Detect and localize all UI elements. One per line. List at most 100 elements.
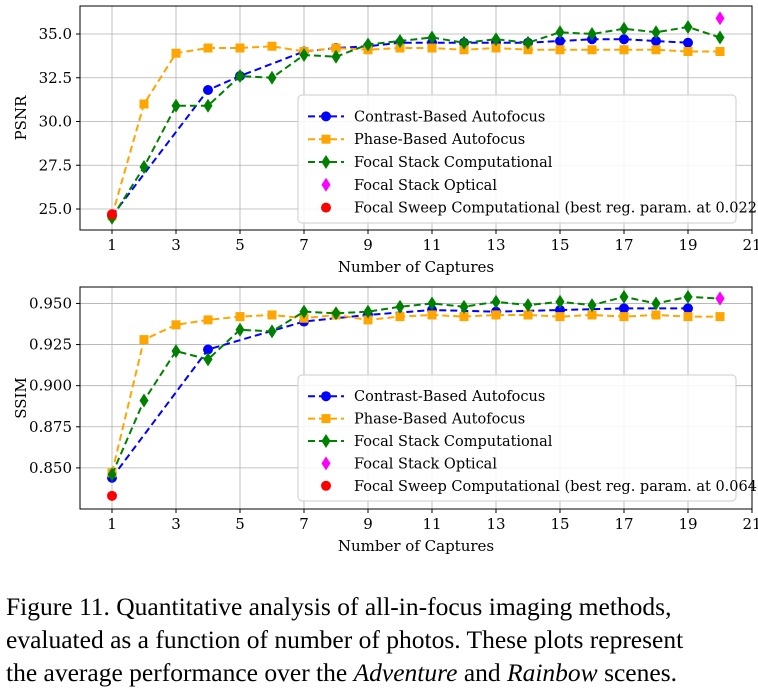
data-point (651, 296, 661, 311)
data-point (139, 335, 149, 345)
data-point (235, 312, 245, 322)
y-tick-label: 27.5 (39, 156, 72, 174)
legend-box (297, 374, 737, 502)
data-point (203, 315, 213, 325)
series-focal-stack-computational (107, 289, 725, 482)
data-point (203, 344, 213, 355)
data-point (491, 43, 501, 53)
data-point (651, 310, 661, 320)
series-line (111, 25, 721, 219)
data-point (171, 98, 181, 113)
series-line (111, 38, 689, 217)
legend-entry: Focal Sweep Computational (best reg. par… (354, 201, 758, 217)
y-tick-label: 35.0 (39, 25, 72, 43)
x-tick-label: 5 (235, 515, 245, 533)
y-tick-label: 32.5 (39, 69, 72, 87)
data-point (683, 20, 693, 34)
legend-entry: Phase-Based Autofocus (354, 412, 525, 428)
data-point (395, 312, 405, 322)
x-tick-label: 5 (235, 236, 245, 254)
legend-entry: Focal Stack Computational (354, 434, 553, 450)
legend-entry: Focal Stack Computational (354, 155, 553, 171)
data-point (651, 36, 661, 46)
data-point (267, 70, 277, 85)
x-tick-label: 11 (422, 515, 441, 533)
data-point (235, 322, 245, 337)
data-point (619, 34, 629, 45)
legend-marker (321, 391, 331, 402)
legend-entry: Contrast-Based Autofocus (354, 109, 545, 125)
x-tick-label: 21 (742, 515, 758, 533)
data-point (715, 291, 725, 306)
data-point (203, 43, 213, 53)
legend-marker (321, 480, 331, 491)
data-point (331, 306, 341, 321)
legend-entry: Focal Stack Optical (354, 456, 497, 472)
data-point (427, 310, 437, 320)
data-point (619, 45, 629, 55)
x-tick-label: 17 (614, 515, 633, 533)
caption-text: the average performance over the (6, 658, 354, 687)
x-tick-label: 17 (614, 236, 633, 254)
data-point (171, 48, 181, 58)
data-point (427, 30, 437, 45)
y-tick-label: 30.0 (39, 113, 72, 131)
data-point (555, 45, 565, 55)
series-focal-sweep-computational-best-reg-param-at-0-064 (107, 490, 117, 501)
legend-marker (321, 155, 331, 169)
data-point (363, 315, 373, 325)
series-line (111, 45, 720, 217)
legend-entry: Phase-Based Autofocus (354, 132, 525, 148)
caption-text: scenes. (597, 658, 677, 687)
data-point (203, 352, 213, 367)
x-tick-label: 19 (678, 236, 697, 254)
legend-marker (321, 202, 331, 213)
x-tick-label: 7 (299, 515, 309, 533)
data-point (363, 37, 373, 52)
data-point (491, 310, 501, 320)
x-tick-label: 9 (363, 236, 373, 254)
data-point (459, 35, 469, 50)
data-point (267, 310, 277, 320)
data-point (619, 21, 629, 36)
chart-panel-ssim: 1 3 5 7 9 11 13 15 17 19 210.8500.8750.9000.9250.9… (12, 286, 758, 555)
x-tick-label: 1 (107, 236, 117, 254)
data-point (235, 69, 245, 83)
legend-box (297, 94, 737, 224)
series-line (111, 295, 721, 475)
x-tick-label: 15 (550, 515, 569, 533)
data-point (171, 344, 181, 359)
y-tick-label: 25.0 (39, 200, 72, 218)
data-point (555, 36, 565, 46)
caption-scene-rainbow: Rainbow (507, 658, 598, 687)
y-tick-label: 0.875 (29, 418, 72, 436)
x-tick-label: 1 (107, 515, 117, 533)
y-tick-label: 0.850 (29, 459, 72, 477)
data-point (139, 393, 149, 408)
data-point (395, 299, 405, 314)
caption-text: and (457, 658, 508, 687)
caption-line-3: the average performance over the Adventu… (6, 656, 758, 689)
data-point (203, 98, 213, 113)
data-point (683, 47, 693, 56)
data-point (203, 85, 213, 95)
legend-entry: Contrast-Based Autofocus (354, 389, 545, 405)
legend-marker (321, 414, 331, 424)
data-point (715, 30, 725, 45)
x-tick-label: 19 (678, 515, 697, 533)
data-point (619, 312, 629, 322)
data-point (491, 32, 501, 47)
y-tick-label: 0.900 (29, 377, 72, 395)
data-point (427, 296, 437, 311)
x-tick-label: 21 (742, 236, 758, 254)
legend: Contrast-Based Autofocus Phase-Based Auto… (297, 374, 758, 502)
figure-charts: 1 3 5 7 9 11 13 15 17 19 2125.027.530.032.535.0Num… (12, 5, 758, 555)
plot-frame (79, 5, 753, 231)
legend-marker (321, 434, 331, 448)
x-axis-label: Number of Captures (338, 537, 494, 555)
data-point (587, 310, 597, 320)
data-point (395, 34, 405, 48)
data-point (683, 303, 693, 314)
data-point (139, 160, 149, 174)
data-point (683, 289, 693, 304)
